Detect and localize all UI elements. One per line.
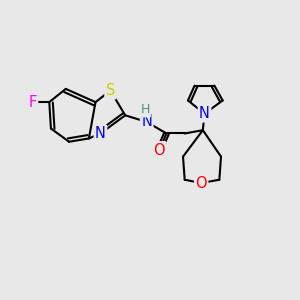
- Text: S: S: [106, 83, 115, 98]
- Text: F: F: [28, 94, 37, 110]
- Text: N: N: [199, 106, 210, 121]
- Text: N: N: [95, 126, 106, 141]
- Text: O: O: [153, 142, 165, 158]
- Text: N: N: [141, 114, 152, 129]
- Text: H: H: [140, 103, 150, 116]
- Text: O: O: [195, 176, 207, 190]
